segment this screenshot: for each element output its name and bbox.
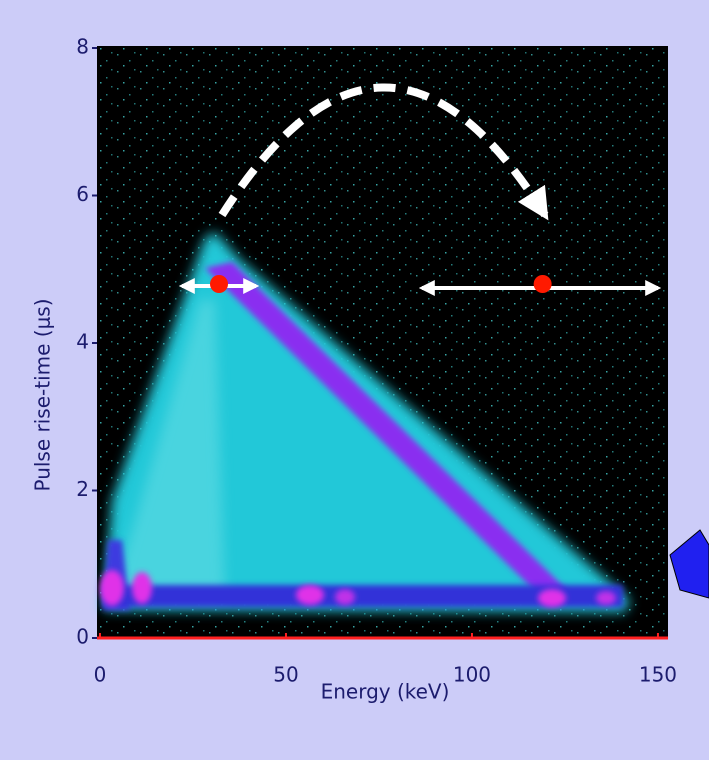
point — [533, 275, 552, 293]
decoration — [669, 529, 709, 599]
x-tick-label: 150 — [639, 663, 677, 687]
y-tick-label: 8 — [76, 35, 89, 59]
y-tick-label: 0 — [76, 625, 89, 649]
y-tick-label: 2 — [76, 477, 89, 501]
point — [210, 275, 229, 293]
x-tick-label: 0 — [94, 663, 107, 687]
y-axis-label: Pulse rise-time (μs) — [31, 298, 55, 491]
density-plot — [97, 46, 668, 638]
x-tick-label: 50 — [273, 663, 298, 687]
y-tick-label: 4 — [76, 330, 89, 354]
y-tick-label: 6 — [76, 182, 89, 206]
x-tick-label: 100 — [453, 663, 491, 687]
x-axis-label: Energy (keV) — [321, 680, 450, 704]
